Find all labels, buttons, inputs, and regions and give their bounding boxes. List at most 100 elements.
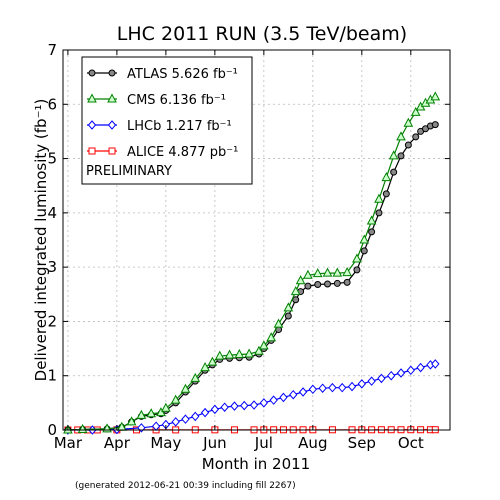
legend-marker-atlas: [88, 69, 96, 77]
legend-marker-lhcb: [87, 120, 97, 130]
data-point-cms: [170, 394, 181, 404]
data-point-lhcb: [279, 392, 288, 403]
data-point-cms: [366, 215, 377, 225]
data-point-cms: [403, 117, 414, 127]
data-point-atlas: [368, 228, 376, 236]
data-point-lhcb: [318, 383, 327, 393]
data-point-cms: [234, 348, 245, 359]
legend-marker-alice: [108, 147, 116, 155]
legend-marker-lhcb: [107, 120, 117, 130]
x-axis-label: Month in 2011: [202, 455, 310, 473]
data-point-lhcb: [387, 370, 396, 381]
data-point-lhcb: [431, 359, 440, 369]
legend-label-lhcb: LHCb 1.217 fb⁻¹: [127, 119, 232, 134]
data-point-lhcb: [259, 398, 269, 408]
data-point-atlas: [375, 209, 383, 217]
data-point-atlas: [292, 296, 300, 304]
data-point-cms: [266, 332, 277, 342]
data-point-atlas: [333, 279, 341, 287]
data-point-cms: [126, 416, 137, 426]
legend-label-atlas: ATLAS 5.626 fb⁻¹: [127, 67, 238, 82]
data-point-lhcb: [377, 373, 386, 384]
legend-note: PRELIMINARY: [86, 164, 172, 179]
data-point-cms: [430, 91, 441, 101]
data-point-lhcb: [171, 417, 180, 427]
data-point-cms: [295, 275, 306, 285]
data-point-atlas: [382, 190, 390, 198]
x-tick-label: May: [150, 434, 181, 452]
legend-marker-cms: [107, 93, 117, 103]
y-tick-label: 3: [47, 258, 57, 276]
data-point-lhcb: [269, 395, 278, 405]
data-point-lhcb: [328, 382, 337, 393]
data-point-atlas: [343, 278, 351, 286]
data-point-lhcb: [298, 387, 308, 397]
data-point-cms: [180, 383, 191, 393]
data-point-cms: [273, 318, 284, 328]
data-point-cms: [303, 269, 313, 279]
data-point-cms: [352, 253, 362, 263]
plot-frame: [62, 49, 451, 431]
data-point-cms: [207, 356, 218, 366]
data-point-cms: [396, 131, 406, 141]
legend-box: [81, 56, 253, 185]
legend-marker-cms: [87, 93, 97, 103]
x-tick-label: Aug: [298, 434, 327, 452]
data-point-lhcb: [396, 368, 406, 378]
data-point-lhcb: [240, 400, 249, 411]
chart-title: LHC 2011 RUN (3.5 TeV/beam): [117, 23, 407, 45]
legend-marker-atlas: [108, 69, 116, 77]
y-axis-label: Delivered integrated luminosity (fb⁻¹): [32, 99, 50, 382]
data-point-atlas: [412, 133, 420, 141]
axis-ticks: Mar Apr May Jun Jul Aug Sep Oct 0 1 2 3 4 5 6 7: [47, 41, 450, 452]
data-point-cms: [312, 268, 323, 278]
data-point-cms: [214, 350, 225, 360]
data-point-atlas: [314, 281, 322, 289]
data-point-cms: [259, 340, 269, 350]
data-point-atlas: [404, 141, 412, 149]
data-point-cms: [77, 423, 88, 433]
series-cms: [63, 91, 441, 434]
series-layer: [63, 91, 441, 435]
data-point-lhcb: [230, 401, 239, 411]
data-point-lhcb: [220, 402, 229, 412]
data-point-atlas: [304, 282, 312, 290]
data-point-atlas: [360, 247, 368, 255]
data-point-lhcb: [249, 400, 259, 410]
data-point-cms: [161, 402, 171, 412]
data-point-lhcb: [338, 382, 347, 393]
data-point-lhcb: [210, 404, 220, 415]
data-point-atlas: [284, 312, 292, 320]
x-tick-label: Jul: [254, 434, 273, 452]
data-point-lhcb: [347, 381, 357, 392]
data-point-atlas: [390, 168, 398, 176]
data-point-cms: [224, 349, 235, 359]
data-point-cms: [322, 267, 333, 277]
data-point-lhcb: [181, 414, 190, 424]
x-tick-label: Oct: [398, 434, 424, 452]
data-point-cms: [283, 302, 294, 312]
data-point-atlas: [324, 280, 332, 288]
data-point-cms: [244, 348, 254, 358]
y-tick-label: 5: [47, 150, 57, 168]
data-point-cms: [342, 267, 352, 277]
data-point-cms: [359, 234, 370, 244]
data-point-lhcb: [308, 384, 317, 395]
y-tick-label: 4: [47, 204, 57, 222]
data-point-cms: [200, 362, 210, 372]
data-point-atlas: [397, 152, 405, 160]
x-tick-label: Apr: [104, 434, 131, 452]
data-point-lhcb: [191, 411, 200, 422]
data-point-cms: [190, 372, 201, 382]
data-point-cms: [374, 193, 384, 203]
legend: ATLAS 5.626 fb⁻¹ CMS 6.136 fb⁻¹ LHCb 1.217…: [81, 56, 253, 185]
data-point-atlas: [431, 121, 439, 129]
data-point-lhcb: [200, 407, 210, 418]
x-tick-label: Jun: [202, 434, 226, 452]
data-point-lhcb: [357, 379, 366, 389]
data-point-cms: [146, 408, 157, 418]
data-point-cms: [332, 267, 343, 277]
legend-marker-alice: [88, 147, 96, 155]
series-line-lhcb: [67, 363, 436, 431]
